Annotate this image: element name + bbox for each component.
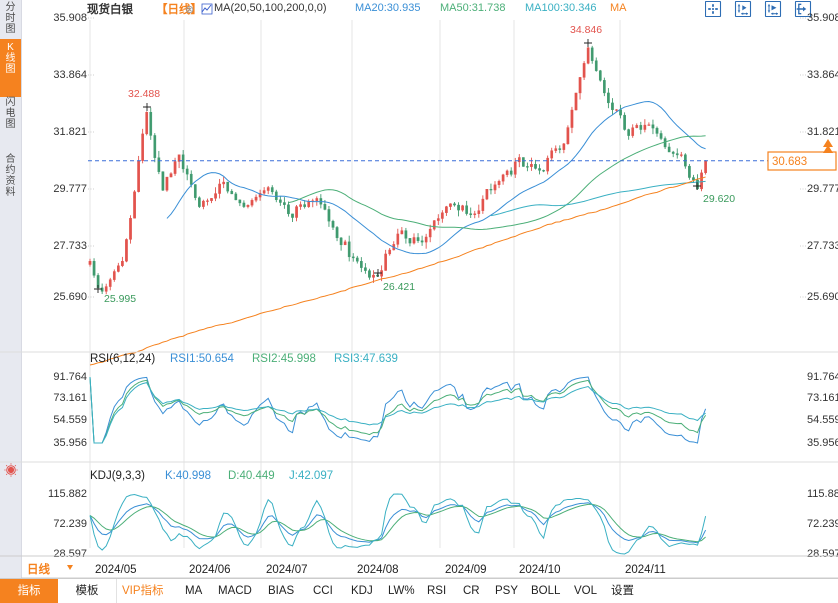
svg-text:33.864: 33.864 <box>53 69 87 81</box>
svg-text:72.239: 72.239 <box>53 518 87 530</box>
svg-text:33.864: 33.864 <box>807 69 838 81</box>
svg-text:RSI1:50.654: RSI1:50.654 <box>170 353 235 365</box>
svg-text:RSI3:47.639: RSI3:47.639 <box>334 353 398 365</box>
svg-text:32.488: 32.488 <box>128 88 160 100</box>
svg-text:72.239: 72.239 <box>807 518 838 530</box>
svg-text:25.690: 25.690 <box>807 291 838 303</box>
svg-text:30.683: 30.683 <box>772 156 807 168</box>
svg-text:D:40.449: D:40.449 <box>228 470 275 482</box>
svg-text:2024/08: 2024/08 <box>357 564 399 576</box>
svg-text:28.597: 28.597 <box>807 548 838 560</box>
svg-text:2024/10: 2024/10 <box>519 564 561 576</box>
svg-text:115.882: 115.882 <box>807 488 838 500</box>
svg-text:54.559: 54.559 <box>807 414 838 426</box>
svg-text:RSI2:45.998: RSI2:45.998 <box>252 353 316 365</box>
svg-text:91.764: 91.764 <box>807 371 838 383</box>
svg-text:73.161: 73.161 <box>53 392 87 404</box>
svg-text:73.161: 73.161 <box>807 392 838 404</box>
svg-text:28.597: 28.597 <box>53 548 87 560</box>
svg-text:35.908: 35.908 <box>807 12 838 24</box>
svg-text:2024/07: 2024/07 <box>266 564 308 576</box>
svg-text:31.821: 31.821 <box>807 126 838 138</box>
svg-text:2024/09: 2024/09 <box>445 564 487 576</box>
svg-text:31.821: 31.821 <box>53 126 87 138</box>
svg-text:35.956: 35.956 <box>807 437 838 449</box>
svg-text:2024/06: 2024/06 <box>189 564 231 576</box>
svg-text:115.882: 115.882 <box>48 488 87 500</box>
svg-text:29.777: 29.777 <box>807 183 838 195</box>
svg-text:35.908: 35.908 <box>53 12 87 24</box>
svg-text:25.995: 25.995 <box>104 293 136 305</box>
svg-text:34.846: 34.846 <box>570 24 602 36</box>
svg-text:26.421: 26.421 <box>383 281 415 293</box>
svg-text:KDJ(9,3,3): KDJ(9,3,3) <box>90 470 145 482</box>
svg-text:2024/11: 2024/11 <box>625 564 666 576</box>
svg-text:2024/05: 2024/05 <box>95 564 137 576</box>
svg-text:日线: 日线 <box>27 562 50 576</box>
svg-text:35.956: 35.956 <box>53 437 87 449</box>
svg-text:29.777: 29.777 <box>53 183 87 195</box>
svg-text:K:40.998: K:40.998 <box>165 470 211 482</box>
svg-text:25.690: 25.690 <box>53 291 87 303</box>
svg-text:27.733: 27.733 <box>53 240 87 252</box>
svg-text:54.559: 54.559 <box>53 414 87 426</box>
svg-text:27.733: 27.733 <box>807 240 838 252</box>
svg-text:RSI(6,12,24): RSI(6,12,24) <box>90 353 155 365</box>
svg-text:J:42.097: J:42.097 <box>289 470 333 482</box>
svg-text:91.764: 91.764 <box>53 371 87 383</box>
svg-text:29.620: 29.620 <box>703 193 735 205</box>
